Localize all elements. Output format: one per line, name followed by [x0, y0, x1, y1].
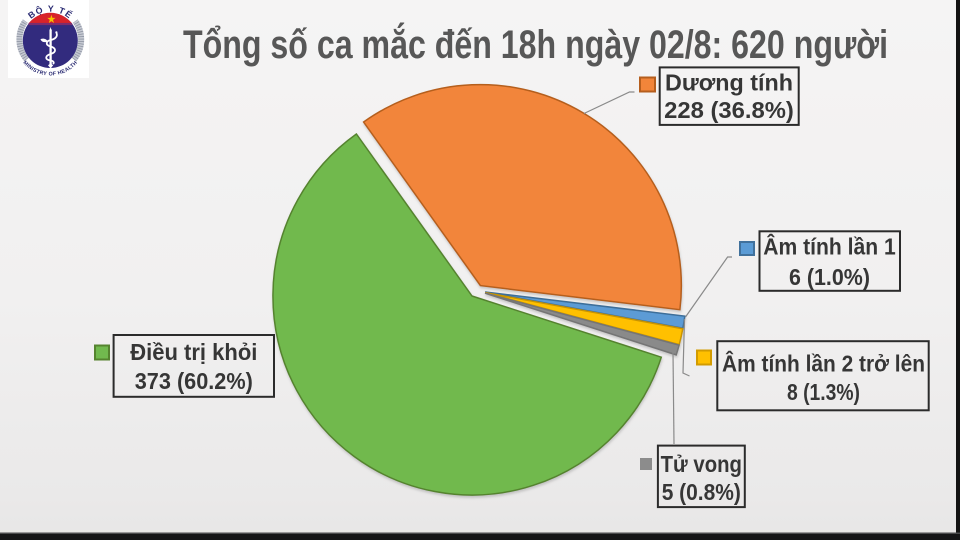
svg-text:228 (36.8%): 228 (36.8%)	[664, 97, 794, 123]
svg-text:Điều trị khỏi: Điều trị khỏi	[130, 339, 257, 365]
svg-text:Âm tính lần 2 trở lên: Âm tính lần 2 trở lên	[722, 350, 925, 377]
svg-text:373 (60.2%): 373 (60.2%)	[135, 368, 253, 394]
svg-text:Tổng số ca mắc đến 18h ngày 02: Tổng số ca mắc đến 18h ngày 02/8: 620 ng…	[183, 21, 888, 67]
svg-text:6 (1.0%): 6 (1.0%)	[789, 264, 870, 290]
svg-text:Dương tính: Dương tính	[665, 70, 793, 96]
svg-text:Tử vong: Tử vong	[661, 451, 742, 477]
svg-text:8 (1.3%): 8 (1.3%)	[787, 379, 860, 405]
svg-text:5 (0.8%): 5 (0.8%)	[662, 479, 741, 505]
svg-text:Âm tính lần 1: Âm tính lần 1	[763, 233, 896, 260]
